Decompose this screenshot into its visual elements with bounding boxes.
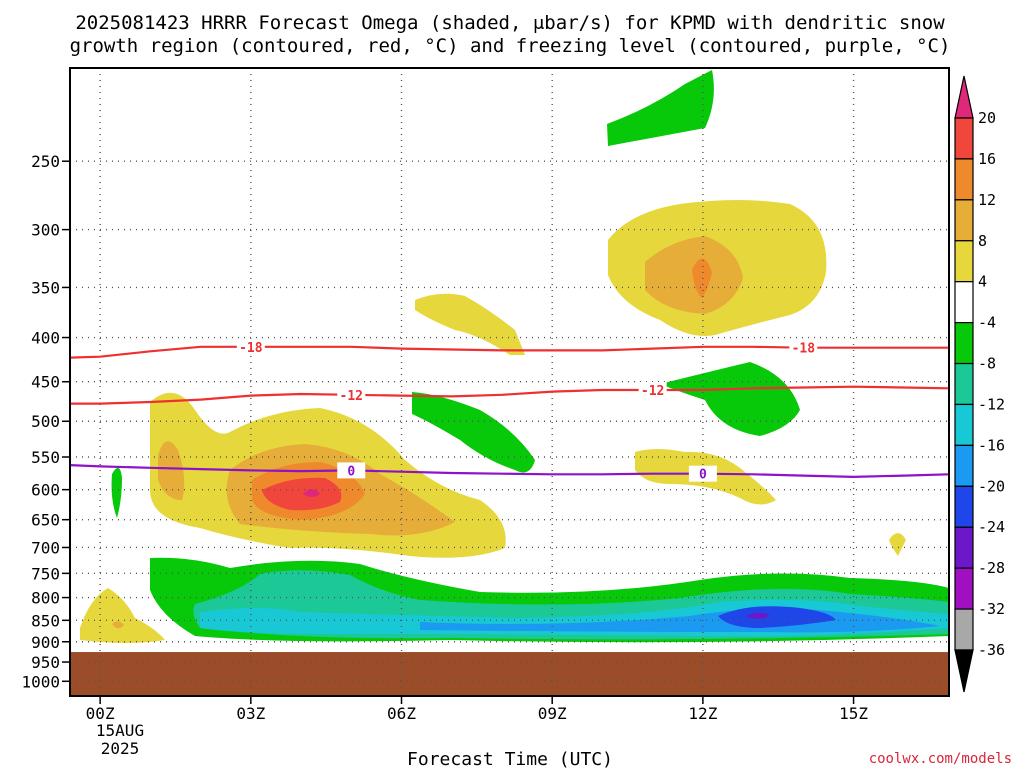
shade-red-main-cell (262, 477, 342, 511)
colorbar-tick-label: -36 (978, 641, 1005, 659)
x-tick-label: 00Z (86, 704, 115, 723)
shade-yellow-upper-blob (415, 293, 525, 355)
colorbar-tick-label: -32 (978, 600, 1005, 618)
contour-label-bg (789, 339, 818, 356)
y-tick-label: 300 (31, 221, 60, 240)
colorbar-band (954, 526, 974, 569)
y-tick-label: 750 (31, 564, 60, 583)
colorbar-tick-label: -28 (978, 559, 1005, 577)
colorbar-band (954, 322, 974, 365)
y-tick-label: 400 (31, 329, 60, 348)
x-date-line-1: 15AUG (96, 721, 144, 740)
y-tick-label: 550 (31, 448, 60, 467)
y-tick-label: 500 (31, 412, 60, 431)
contour-label-bg (337, 462, 366, 479)
colorbar-top-triangle (954, 75, 974, 119)
colorbar-tick-label: 8 (978, 232, 987, 250)
contour-label-bg (236, 338, 265, 355)
contour-line (70, 385, 950, 405)
contour-label: 0 (347, 464, 355, 479)
colorbar-band (954, 158, 974, 201)
y-tick-label: 650 (31, 511, 60, 530)
ground-below-surface (70, 652, 949, 696)
colorbar-bottom-triangle (954, 649, 974, 693)
colorbar-tick-label: -20 (978, 477, 1005, 495)
contour-label: -18 (239, 341, 263, 356)
x-tick-label: 15Z (839, 704, 868, 723)
y-tick-label: 600 (31, 481, 60, 500)
y-tick-label: 800 (31, 589, 60, 608)
colorbar-tick-label: 12 (978, 191, 996, 209)
contour-label-bg (638, 381, 667, 398)
contour-label: -18 (792, 342, 816, 357)
shade-yellow-surface-left (80, 588, 165, 643)
chart-title-line-1: 2025081423 HRRR Forecast Omega (shaded, … (75, 12, 945, 34)
contour-label: 0 (699, 468, 707, 483)
colorbar-tick-label: 16 (978, 150, 996, 168)
colorbar-band (954, 567, 974, 610)
y-tick-label: 250 (31, 152, 60, 171)
y-tick-label: 900 (31, 633, 60, 652)
chart-title-line-2: growth region (contoured, red, °C) and f… (70, 35, 951, 57)
shade-yellow-small-16z (889, 533, 906, 556)
y-axis-pressure: 250 300 350 400 450 500 550 600 650 700 750 800 850 9… (21, 152, 70, 691)
x-axis-title: Forecast Time (UTC) (407, 749, 613, 768)
colorbar-band (954, 403, 974, 446)
colorbar-tick-label: -12 (978, 395, 1005, 413)
credit-link[interactable]: coolwx.com/models (869, 751, 1012, 767)
y-tick-label: 850 (31, 611, 60, 630)
shade-green-500-blob (660, 362, 800, 436)
colorbar-tick-label: -16 (978, 436, 1005, 454)
contour-label: -12 (641, 384, 664, 399)
plot-grid (70, 68, 949, 696)
y-tick-label: 700 (31, 538, 60, 557)
x-tick-label: 06Z (387, 704, 416, 723)
y-tick-label: 950 (31, 653, 60, 672)
y-tick-label: 350 (31, 278, 60, 297)
shade-green-tongue (412, 392, 535, 473)
shade-green-top (607, 70, 714, 146)
x-tick-label: 12Z (688, 704, 717, 723)
y-tick-label: 1000 (21, 672, 60, 691)
colorbar-tick-label: 20 (978, 109, 996, 127)
contour-label: -12 (340, 389, 363, 404)
shade-purple-core (746, 612, 770, 619)
x-tick-label: 03Z (236, 704, 265, 723)
contour-label-bg (688, 465, 717, 482)
colorbar-band (954, 362, 974, 406)
shade-dark-orange-upper-cell (692, 258, 712, 298)
colorbar-tick-label: 4 (978, 273, 987, 291)
y-tick-label: 450 (31, 373, 60, 392)
colorbar-band (954, 485, 974, 528)
colorbar-band (954, 444, 974, 487)
shade-orange-surface-left (112, 621, 124, 629)
omega-shading (70, 70, 949, 696)
colorbar-band (954, 199, 974, 242)
colorbar-tick-label: -4 (978, 314, 996, 332)
temperature-contours: -18 -18 -12 -12 0 0 (69, 338, 950, 483)
colorbar-band (954, 281, 974, 324)
x-date-line-2: 2025 (101, 739, 140, 758)
colorbar-band (954, 608, 974, 651)
colorbar-tick-label: -24 (978, 518, 1005, 536)
shade-orange-left-streak (158, 441, 185, 500)
colorbar-band (954, 117, 974, 160)
shade-blue-core (718, 606, 836, 628)
colorbar: 20 16 12 8 4 -4 -8 -12 -16 -20 -24 -28 -32 -36 (954, 75, 1005, 693)
shade-magenta-main-cell (303, 489, 320, 497)
x-axis-time: 00Z 03Z 06Z 09Z 12Z 15Z (86, 696, 868, 723)
colorbar-band (954, 240, 974, 283)
x-tick-label: 09Z (538, 704, 567, 723)
colorbar-tick-label: -8 (978, 355, 996, 373)
shade-green-small-00z (111, 467, 122, 518)
contour-label-bg (337, 386, 366, 403)
contour-line (69, 464, 950, 479)
